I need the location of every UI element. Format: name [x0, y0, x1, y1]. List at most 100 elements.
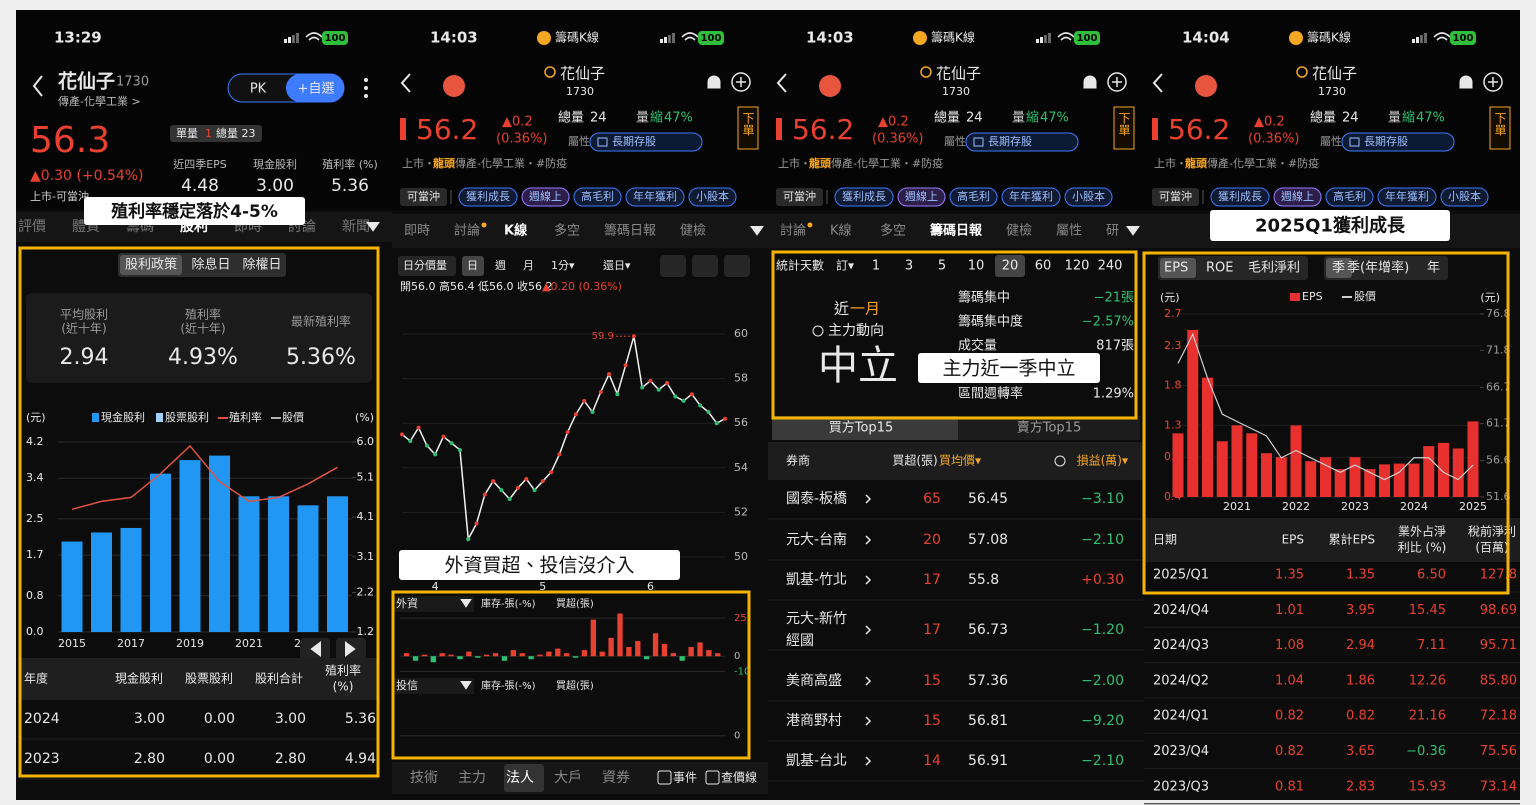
order-button[interactable]	[737, 106, 759, 150]
tag[interactable]	[1325, 187, 1374, 207]
days-option[interactable]: 20	[1002, 259, 1019, 274]
toolbar-label[interactable]: 日	[467, 259, 478, 272]
tag[interactable]	[834, 187, 894, 207]
tag-label[interactable]: 週線上	[905, 189, 938, 203]
sub-chart-name[interactable]: 外資	[396, 597, 418, 610]
tab[interactable]: 即時	[404, 224, 430, 239]
add-icon[interactable]	[731, 72, 751, 92]
tab[interactable]: 籌碼日報	[930, 223, 983, 239]
tag[interactable]	[1440, 187, 1489, 207]
bottom-tab[interactable]: 大戶	[554, 770, 582, 786]
add-icon[interactable]	[1107, 72, 1127, 92]
tag-label[interactable]: 可當沖	[407, 190, 440, 203]
tag-label[interactable]: 獲利成長	[842, 190, 886, 203]
tag[interactable]	[688, 187, 737, 207]
checkbox-label[interactable]: 事件	[673, 771, 697, 785]
pk-label[interactable]: PK	[250, 82, 267, 97]
order-button[interactable]	[1113, 106, 1135, 150]
tab[interactable]: 研	[1106, 224, 1119, 239]
ai-robot-icon[interactable]	[1195, 75, 1217, 97]
order-label[interactable]: 下單	[1117, 112, 1131, 136]
ai-robot-icon[interactable]	[819, 75, 841, 97]
tab[interactable]: 評價	[18, 218, 46, 235]
side-tab-label[interactable]: 買方Top15	[829, 420, 893, 436]
bottom-tab[interactable]: 資券	[602, 770, 630, 786]
tab[interactable]: 討論	[780, 223, 806, 239]
order-label[interactable]: 下單	[741, 112, 755, 136]
add-icon[interactable]	[1483, 72, 1503, 92]
checkbox[interactable]	[657, 770, 672, 785]
days-option[interactable]: 240	[1098, 259, 1123, 274]
tag-label[interactable]: 小股本	[1072, 189, 1105, 203]
tag-label[interactable]: 年年獲利	[1385, 189, 1429, 203]
days-option[interactable]: 5	[938, 259, 946, 274]
period-tab[interactable]: 年	[1427, 261, 1440, 276]
tag-label[interactable]: 高毛利	[957, 189, 990, 203]
toolbar-label[interactable]: 1分▾	[551, 259, 575, 272]
tag[interactable]	[1273, 187, 1322, 207]
sub-tab[interactable]: 除權日	[242, 258, 281, 273]
days-option[interactable]: 120	[1065, 259, 1090, 274]
broker-name[interactable]: 元大-台南	[786, 532, 847, 548]
tag[interactable]	[521, 187, 570, 207]
tool-icon[interactable]	[724, 255, 750, 277]
broker-name[interactable]: 凱基-竹北	[786, 571, 847, 588]
tag[interactable]	[458, 187, 518, 207]
tag[interactable]	[1152, 188, 1199, 206]
bottom-tab[interactable]: 技術	[410, 770, 438, 786]
metric-tab[interactable]: 毛利淨利	[1248, 261, 1300, 276]
broker-name[interactable]: 港商野村	[786, 713, 842, 729]
tag[interactable]	[949, 187, 998, 207]
days-option[interactable]: 1	[872, 259, 880, 274]
tag[interactable]	[1064, 187, 1113, 207]
tag-label[interactable]: 高毛利	[1333, 189, 1366, 203]
tab[interactable]: 屬性	[1056, 224, 1082, 239]
tag-label[interactable]: 可當沖	[783, 190, 816, 203]
back-button[interactable]	[1152, 73, 1163, 93]
bottom-tab[interactable]: 法人	[506, 770, 534, 786]
dropdown[interactable]	[394, 678, 474, 694]
tab[interactable]: 新聞	[342, 219, 370, 235]
days-option[interactable]: 10	[968, 259, 985, 274]
tab[interactable]: 多空	[880, 224, 906, 239]
days-option[interactable]: 60	[1035, 259, 1052, 274]
back-button[interactable]	[400, 73, 411, 93]
sub-chart-name[interactable]: 投信	[396, 678, 418, 692]
tab[interactable]: 多空	[554, 224, 580, 239]
broker-name[interactable]: 國泰-板橋	[786, 491, 847, 507]
tab[interactable]: 籌碼日報	[604, 224, 656, 239]
tool-icon[interactable]	[660, 255, 686, 277]
checkbox-label[interactable]: 查價線	[721, 770, 757, 785]
broker-name[interactable]: 凱基-台北	[786, 752, 847, 769]
toolbar-label[interactable]: 週	[495, 258, 506, 272]
tag-label[interactable]: 週線上	[1281, 189, 1314, 203]
tab[interactable]: 健檢	[680, 223, 706, 239]
tag-label[interactable]: 可當沖	[1159, 190, 1192, 203]
toolbar-label[interactable]: 還日▾	[603, 259, 631, 272]
side-tab-label[interactable]: 賣方Top15	[1017, 420, 1081, 436]
tool-icon[interactable]	[692, 255, 718, 277]
back-button[interactable]	[32, 75, 43, 97]
tab[interactable]: 健檢	[1006, 223, 1032, 239]
watch-label[interactable]: +自選	[298, 81, 335, 97]
toolbar-button[interactable]	[398, 256, 456, 276]
dropdown[interactable]	[394, 596, 474, 612]
tag-label[interactable]: 獲利成長	[1218, 190, 1262, 203]
days-option[interactable]: 3	[905, 259, 913, 274]
tag[interactable]	[400, 188, 447, 206]
order-button[interactable]	[1489, 106, 1511, 150]
toolbar-button[interactable]	[462, 256, 484, 276]
tag[interactable]	[1001, 187, 1061, 207]
watch-button[interactable]	[286, 74, 344, 102]
metric-tab[interactable]: EPS	[1164, 261, 1188, 276]
tag[interactable]	[1210, 187, 1270, 207]
checkbox[interactable]	[705, 770, 720, 785]
tag-label[interactable]: 年年獲利	[633, 189, 677, 203]
tag-label[interactable]: 高毛利	[581, 189, 614, 203]
toolbar-label[interactable]: 日分價量	[403, 258, 447, 272]
tag[interactable]	[573, 187, 622, 207]
tag-label[interactable]: 小股本	[696, 189, 729, 203]
sub-tab[interactable]: 除息日	[191, 257, 230, 273]
bell-icon[interactable]	[707, 75, 721, 89]
tag-label[interactable]: 年年獲利	[1009, 189, 1053, 203]
